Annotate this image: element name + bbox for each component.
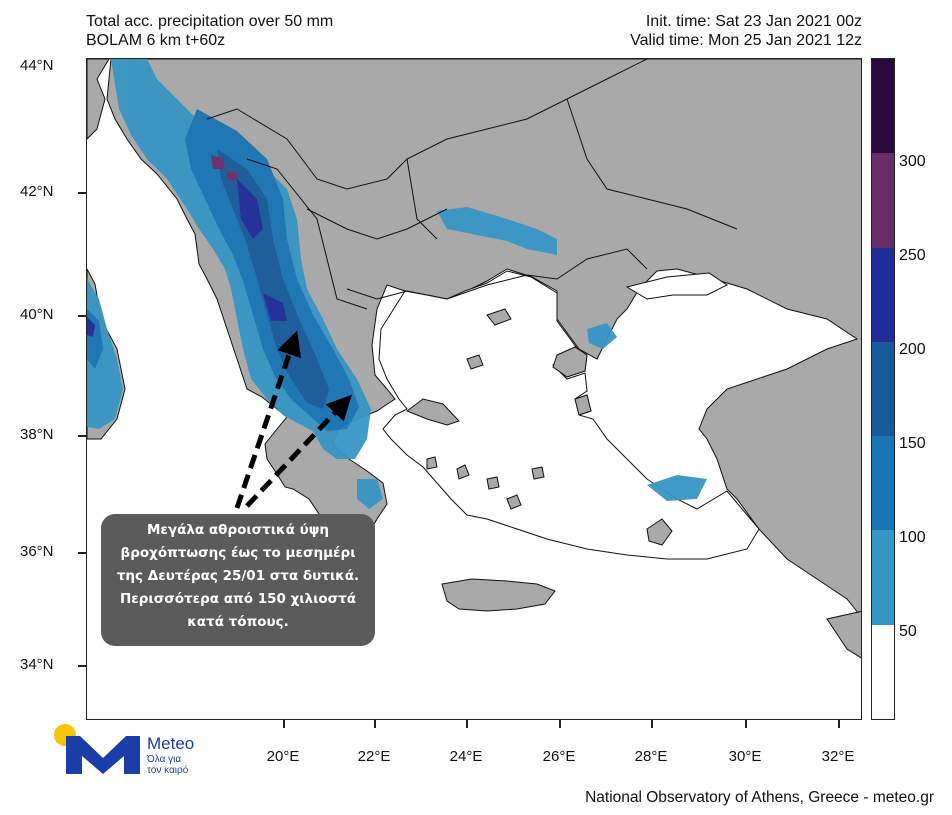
lat-tickmark [78, 665, 86, 667]
lat-tickmark [78, 552, 86, 554]
callout-line: Περισσότερα από 150 χιλιοστά [119, 591, 357, 607]
colorbar-label-50: 50 [899, 623, 917, 640]
lon-tickmark [374, 720, 376, 728]
lat-tick-36: 36°N [20, 543, 54, 560]
logo-slogan-line2: τον καιρό [147, 765, 189, 776]
lon-tick-32: 32°E [821, 748, 855, 765]
callout-line: Μεγάλα αθροιστικά ύψη [146, 522, 330, 538]
colorbar-segment [872, 153, 894, 248]
meteo-logo[interactable]: Meteo Όλα για τον καιρό [54, 724, 214, 780]
colorbar-label-300: 300 [899, 153, 926, 170]
lon-tick-30: 30°E [728, 748, 762, 765]
colorbar-label-150: 150 [899, 435, 926, 452]
colorbar-segment [872, 436, 894, 531]
lat-tick-44: 44°N [20, 57, 54, 74]
sea-marmara [625, 272, 728, 300]
lon-tick-24: 24°E [449, 748, 483, 765]
lon-tick-20: 20°E [266, 748, 300, 765]
logo-slogan-line1: Όλα για [147, 754, 182, 765]
map-title-block: Total acc. precipitation over 50 mm BOLA… [86, 12, 333, 50]
colorbar [871, 58, 895, 720]
map-title: Total acc. precipitation over 50 mm [86, 13, 334, 30]
lat-tickmark [78, 192, 86, 194]
lat-tick-40: 40°N [20, 306, 54, 323]
annotation-callout: Μεγάλα αθροιστικά ύψη βροχόπτωσης έως το… [101, 514, 375, 646]
m-letter-icon [66, 736, 140, 774]
callout-line: βροχόπτωσης έως το μεσημέρι [120, 545, 356, 561]
logo-slogan: Όλα για τον καιρό [147, 754, 188, 776]
lat-tickmark [78, 315, 86, 317]
lon-tickmark [559, 720, 561, 728]
land-cyprus [826, 610, 861, 659]
land-crete [441, 578, 556, 612]
lat-tickmark [78, 435, 86, 437]
lon-tickmark [651, 720, 653, 728]
colorbar-label-250: 250 [899, 247, 926, 264]
init-time: Init. time: Sat 23 Jan 2021 00z [645, 13, 862, 30]
lat-tick-42: 42°N [20, 183, 54, 200]
colorbar-segment [872, 59, 894, 154]
logo-brand: Meteo [147, 734, 195, 753]
colorbar-segment [872, 247, 894, 342]
footer-credit: National Observatory of Athens, Greece -… [585, 789, 934, 806]
lon-tickmark [838, 720, 840, 728]
model-label: BOLAM 6 km t+60z [86, 32, 226, 49]
colorbar-segment [872, 530, 894, 625]
lat-tick-34: 34°N [20, 656, 54, 673]
lon-tick-22: 22°E [357, 748, 391, 765]
colorbar-segment [872, 624, 894, 719]
lon-tick-26: 26°E [542, 748, 576, 765]
colorbar-label-200: 200 [899, 341, 926, 358]
valid-time: Valid time: Mon 25 Jan 2021 12z [630, 32, 862, 49]
time-info-block: Init. time: Sat 23 Jan 2021 00z Valid ti… [630, 12, 862, 50]
colorbar-segment [872, 341, 894, 437]
colorbar-label-100: 100 [899, 529, 926, 546]
lon-tickmark [283, 720, 285, 728]
callout-line: της Δευτέρας 25/01 στα δυτικά. [116, 568, 360, 584]
sea-aegean [378, 270, 760, 560]
lon-tickmark [466, 720, 468, 728]
lon-tick-28: 28°E [634, 748, 668, 765]
lon-tickmark [745, 720, 747, 728]
callout-line: κατά τόπους. [187, 614, 289, 630]
land-aegean-islands [405, 308, 673, 546]
lat-tick-38: 38°N [20, 426, 54, 443]
